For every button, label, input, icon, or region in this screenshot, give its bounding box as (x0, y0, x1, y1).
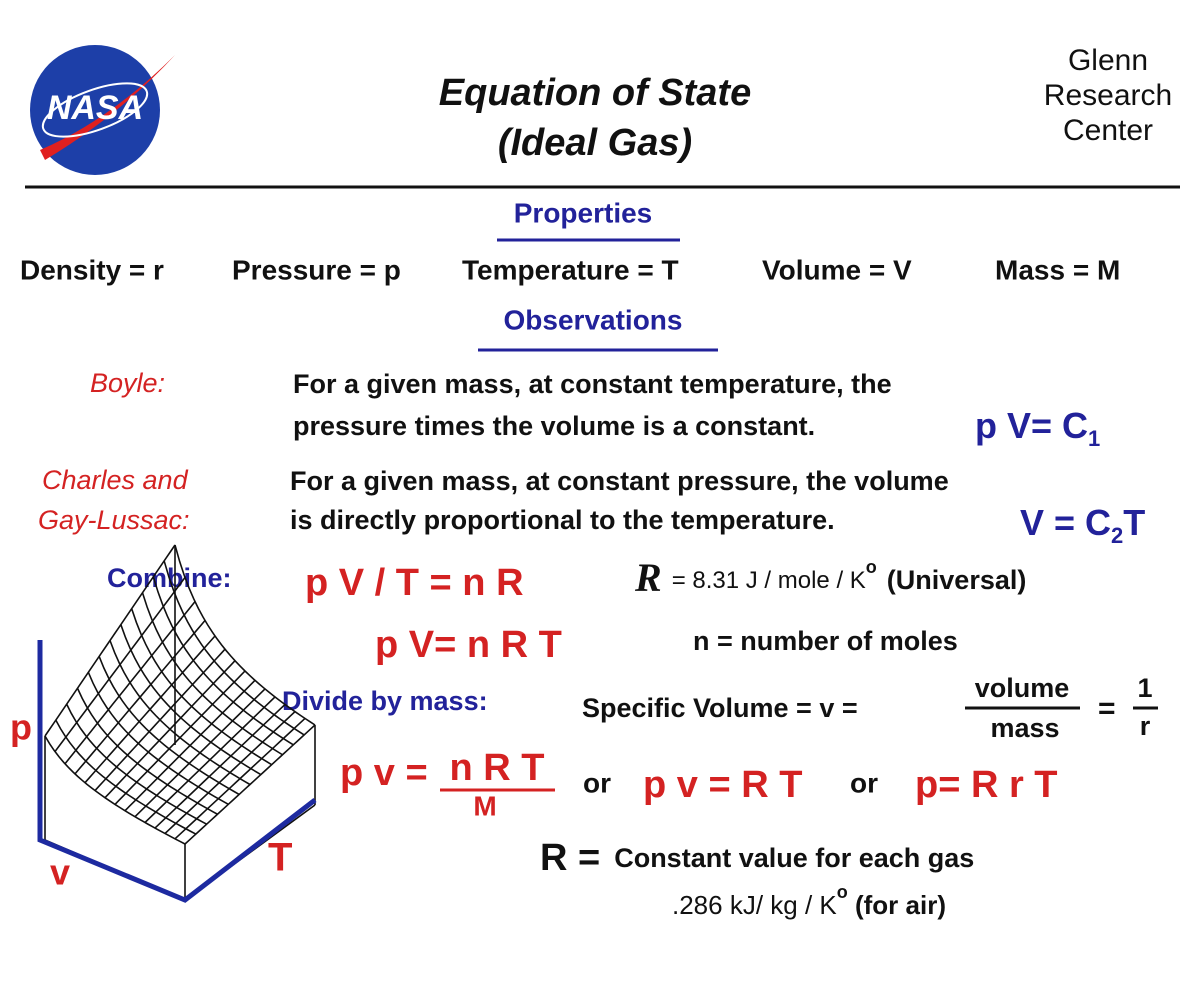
denominator: mass (990, 713, 1059, 743)
law-text: is directly proportional to the temperat… (290, 505, 835, 535)
constant-text: Constant value for each gas (614, 843, 974, 873)
gas-constant: R = Constant value for each gas (540, 837, 974, 879)
formula: p V= C1 (975, 405, 1100, 451)
property: Pressure = p (232, 254, 401, 285)
law-text: pressure times the volume is a constant. (293, 411, 815, 441)
formula: p= R r T (915, 764, 1058, 806)
center-name: Research (1044, 79, 1172, 112)
constant: R = 8.31 J / mole / Ko (Universal) (634, 555, 1026, 600)
formula-main: p V= C (975, 405, 1088, 446)
law-text: For a given mass, at constant temperatur… (293, 369, 892, 399)
graph-axes (37, 640, 317, 903)
formula: p v = (340, 752, 428, 794)
conjunction: or (583, 767, 611, 798)
mesh-line (74, 619, 206, 775)
logo-orbit (41, 82, 149, 138)
symbol: R = (540, 837, 600, 879)
numerator: volume (975, 673, 1070, 703)
symbol: R (634, 555, 662, 600)
gas-constant-value: .286 kJ/ kg / Ko (for air) (672, 882, 946, 920)
conjunction: or (850, 767, 878, 798)
law-label: Charles and (42, 465, 189, 495)
constant-note: (Universal) (887, 565, 1027, 595)
moles-note: n = number of moles (693, 626, 958, 656)
subscript: 1 (1088, 426, 1100, 451)
axis-label: p (10, 707, 32, 748)
formula: p V= n R T (375, 624, 562, 666)
mesh-line (64, 601, 196, 765)
section-heading: Observations (504, 304, 683, 335)
mesh-line (104, 660, 236, 799)
property: Density = r (20, 254, 164, 285)
formula: p V / T = n R (305, 562, 524, 604)
axis-label: T (268, 836, 292, 880)
denominator: M (473, 790, 496, 821)
formula-main: T (1123, 502, 1145, 543)
mesh-line (124, 679, 256, 812)
formula: p v = R T (643, 764, 802, 806)
property: Temperature = T (462, 254, 679, 285)
formula: V = C2T (1020, 502, 1145, 548)
pvt-surface (44, 544, 316, 901)
superscript: o (837, 882, 848, 902)
equals: = (1098, 692, 1116, 725)
logo-text: NASA (47, 89, 143, 127)
mesh-line (114, 670, 246, 805)
title-line: Equation of State (439, 72, 751, 114)
property: Volume = V (762, 254, 912, 285)
center-name: Center (1063, 114, 1153, 147)
law-label: Boyle: (90, 368, 165, 398)
constant-value: .286 kJ/ kg / K (672, 890, 837, 920)
law-text: For a given mass, at constant pressure, … (290, 466, 949, 496)
title-line: (Ideal Gas) (498, 122, 692, 164)
property: Mass = M (995, 254, 1120, 285)
axis-label: v (50, 852, 70, 893)
mesh-line (154, 703, 286, 829)
mesh-line (164, 711, 296, 835)
section-heading: Properties (514, 197, 653, 228)
mesh-line (134, 688, 266, 818)
law-label: Gay-Lussac: (38, 505, 190, 535)
constant-note: (for air) (848, 890, 946, 920)
mesh-line (54, 577, 186, 753)
denominator: r (1140, 711, 1151, 741)
logo-swoosh (40, 55, 175, 160)
mesh-line (174, 717, 306, 840)
mesh-line (144, 696, 276, 824)
formula-main: V = C (1020, 502, 1111, 543)
mesh-line (184, 724, 316, 845)
center-name: Glenn (1068, 44, 1148, 77)
constant-value: = 8.31 J / mole / K (672, 567, 866, 594)
mesh-line (94, 648, 226, 792)
mesh-line (44, 544, 176, 737)
subscript: 2 (1111, 523, 1123, 548)
superscript: o (866, 557, 877, 577)
numerator: 1 (1137, 673, 1152, 703)
step-label: Divide by mass: (282, 686, 488, 716)
mesh-line (84, 635, 216, 784)
numerator: n R T (450, 747, 545, 789)
specific-volume: Specific Volume = v = (582, 693, 858, 723)
